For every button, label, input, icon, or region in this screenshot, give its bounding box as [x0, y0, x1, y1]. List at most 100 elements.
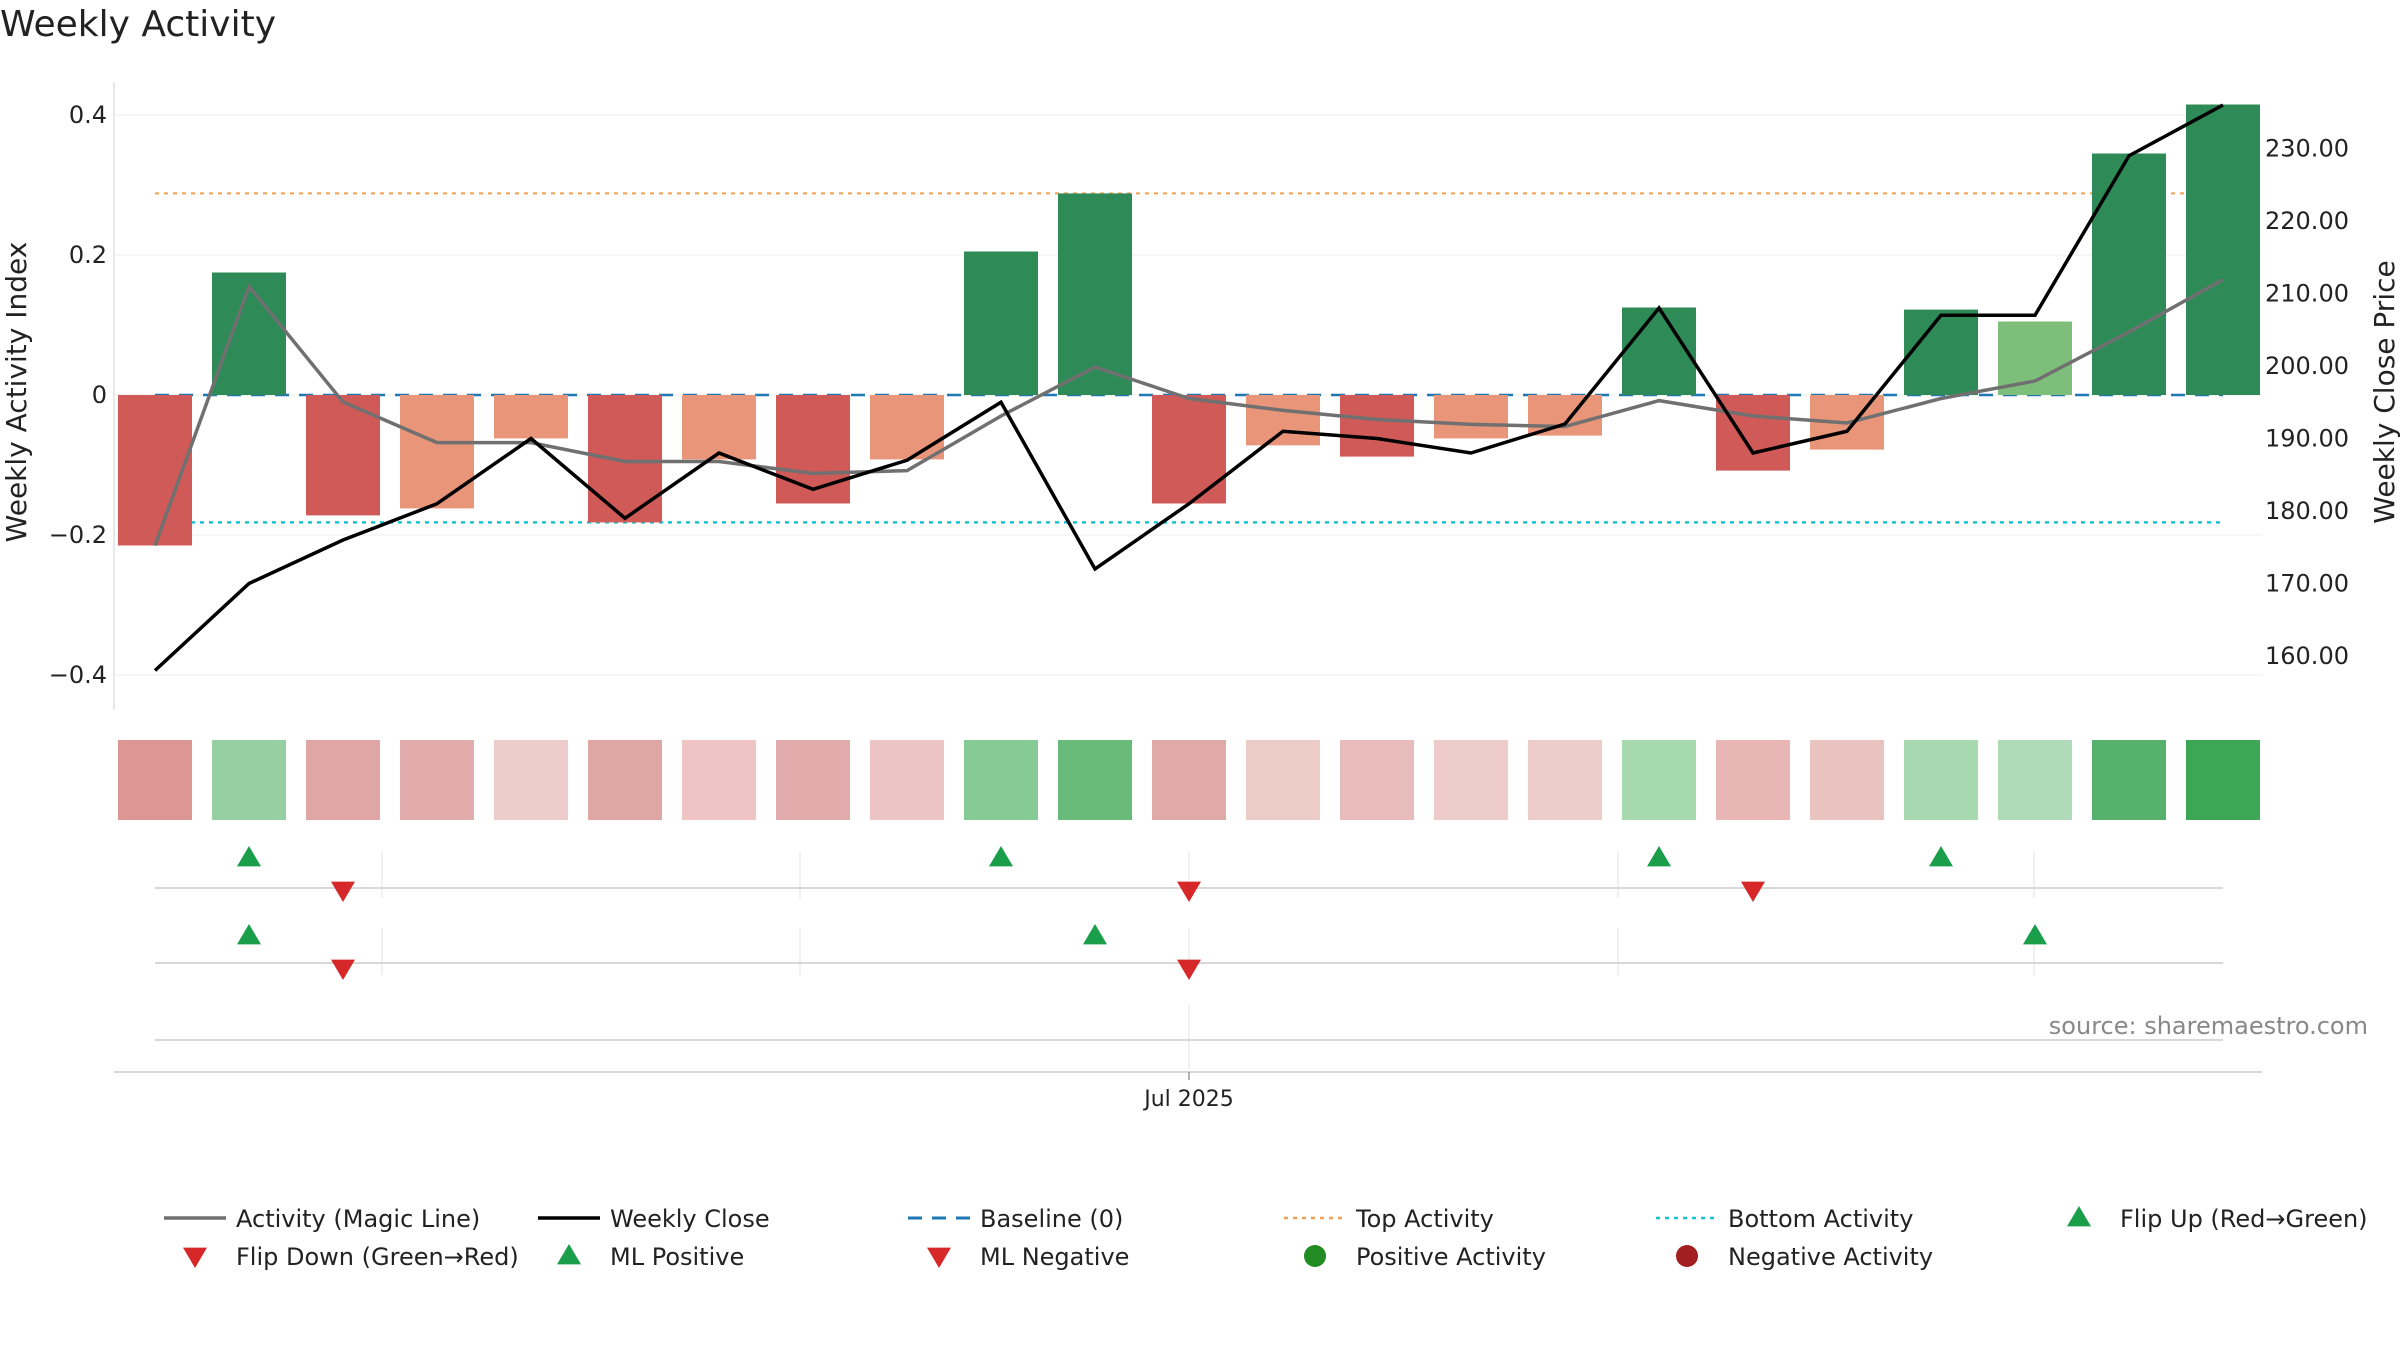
y-axis-label: Weekly Activity Index — [0, 242, 33, 543]
activity-bar — [212, 272, 286, 395]
y-tick-label: 0.2 — [69, 241, 107, 269]
legend-item-negact: Negative Activity — [1676, 1243, 1933, 1271]
heat-cell — [964, 740, 1038, 820]
heat-cell — [1716, 740, 1790, 820]
activity-bar — [400, 395, 474, 509]
heat-cell — [1434, 740, 1508, 820]
legend-label: ML Positive — [610, 1243, 744, 1271]
heat-cell — [212, 740, 286, 820]
y2-tick-label: 190.00 — [2265, 425, 2349, 453]
series-lines — [153, 103, 2224, 672]
activity-bar — [2092, 153, 2166, 395]
legend-item-posact: Positive Activity — [1304, 1243, 1546, 1271]
ml-negative-marker — [1177, 959, 1201, 980]
legend-swatch — [557, 1244, 581, 1265]
ml-positive-marker — [1083, 924, 1107, 945]
heat-cell — [2186, 740, 2260, 820]
legend-swatch — [2067, 1206, 2091, 1227]
tick-labels: 0.4 0.2 0 −0.2 −0.4 230.00 220.00 210.00 200.00 1… — [49, 101, 2349, 689]
activity-bar — [1434, 395, 1508, 439]
activity-bar — [964, 251, 1038, 395]
y2-axis-label: Weekly Close Price — [2368, 260, 2400, 523]
activity-bar — [1058, 193, 1132, 395]
legend-swatch — [1676, 1245, 1698, 1267]
flip-up-marker — [237, 846, 261, 867]
y-tick-label: −0.2 — [49, 521, 107, 549]
y-tick-label: −0.4 — [49, 661, 107, 689]
signal-markers — [237, 846, 2047, 980]
heat-cell — [588, 740, 662, 820]
heat-cell — [306, 740, 380, 820]
activity-bar — [776, 395, 850, 504]
activity-bar — [870, 395, 944, 460]
y-tick-label: 0 — [92, 381, 107, 409]
flip-down-marker — [1177, 881, 1201, 902]
heat-cell — [682, 740, 756, 820]
activity-bar — [1622, 307, 1696, 395]
legend-item-base: Baseline (0) — [908, 1205, 1123, 1233]
heat-cell — [1152, 740, 1226, 820]
legend-label: Bottom Activity — [1728, 1205, 1913, 1233]
activity-bar — [588, 395, 662, 523]
activity-bar — [2186, 104, 2260, 395]
heat-cell — [1340, 740, 1414, 820]
heat-cell — [118, 740, 192, 820]
heat-cell — [2092, 740, 2166, 820]
heat-cell — [1622, 740, 1696, 820]
legend-item-bottom: Bottom Activity — [1656, 1205, 1913, 1233]
flip-down-marker — [1741, 881, 1765, 902]
chart-title: Weekly Activity — [0, 4, 277, 45]
heat-cell — [1528, 740, 1602, 820]
heat-cell — [870, 740, 944, 820]
activity-bar — [118, 395, 192, 546]
y-tick-label: 0.4 — [69, 101, 107, 129]
y2-tick-label: 170.00 — [2265, 570, 2349, 598]
y2-tick-label: 200.00 — [2265, 352, 2349, 380]
activity-bar — [1246, 395, 1320, 446]
y2-tick-label: 230.00 — [2265, 135, 2349, 163]
flip-up-marker — [1929, 846, 1953, 867]
heat-cell — [1058, 740, 1132, 820]
ml-positive-marker — [237, 924, 261, 945]
legend: Activity (Magic Line) Weekly Close Baselin… — [164, 1205, 2368, 1271]
activity-bar — [1152, 395, 1226, 504]
heat-cell — [1810, 740, 1884, 820]
activity-bar — [1528, 395, 1602, 436]
heat-cell — [776, 740, 850, 820]
activity-bar — [1716, 395, 1790, 471]
legend-label: Top Activity — [1355, 1205, 1494, 1233]
legend-item-top: Top Activity — [1284, 1205, 1494, 1233]
ml-positive-marker — [2023, 924, 2047, 945]
y2-tick-label: 160.00 — [2265, 642, 2349, 670]
legend-label: Flip Up (Red→Green) — [2120, 1205, 2368, 1233]
heat-cell — [1904, 740, 1978, 820]
legend-label: Activity (Magic Line) — [236, 1205, 480, 1233]
legend-label: Flip Down (Green→Red) — [236, 1243, 519, 1271]
activity-bar — [1340, 395, 1414, 457]
legend-swatch — [183, 1247, 207, 1268]
legend-item-mlpos: ML Positive — [557, 1243, 744, 1271]
flip-up-marker — [989, 846, 1013, 867]
activity-heat-strip — [118, 740, 2260, 820]
legend-label: Weekly Close — [610, 1205, 770, 1233]
legend-item-close: Weekly Close — [538, 1205, 770, 1233]
y2-tick-label: 220.00 — [2265, 207, 2349, 235]
y2-tick-label: 180.00 — [2265, 497, 2349, 525]
heat-cell — [494, 740, 568, 820]
heat-cell — [1998, 740, 2072, 820]
activity-bar — [494, 395, 568, 439]
heat-cell — [1246, 740, 1320, 820]
x-tick-label: Jul 2025 — [1142, 1087, 1234, 1112]
activity-bar — [1998, 321, 2072, 395]
y2-tick-label: 210.00 — [2265, 280, 2349, 308]
axes — [113, 82, 2262, 1080]
legend-swatch — [927, 1247, 951, 1268]
legend-label: Negative Activity — [1728, 1243, 1933, 1271]
heat-cell — [400, 740, 474, 820]
activity-bar — [1904, 309, 1978, 395]
legend-item-mlneg: ML Negative — [927, 1243, 1129, 1271]
activity-bar — [306, 395, 380, 516]
legend-item-flipup: Flip Up (Red→Green) — [2067, 1205, 2368, 1233]
flip-up-marker — [1647, 846, 1671, 867]
